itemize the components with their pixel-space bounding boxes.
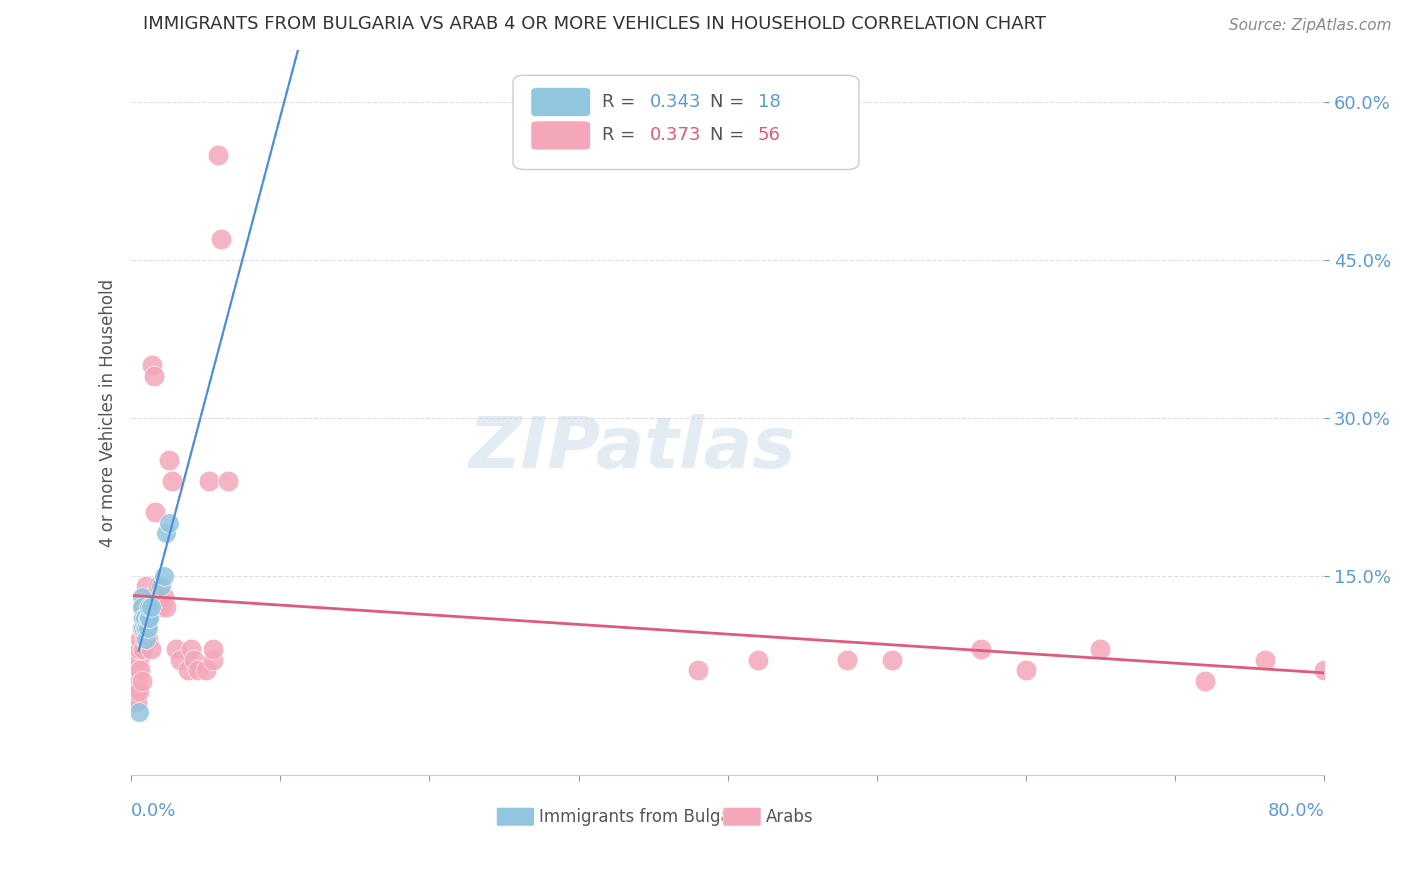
Point: [138, 610, 160, 624]
FancyBboxPatch shape: [513, 75, 859, 169]
Point: [136, 621, 159, 635]
Text: Source: ZipAtlas.com: Source: ZipAtlas.com: [1229, 18, 1392, 33]
Point: [128, 684, 150, 698]
Point: [1194, 673, 1216, 688]
Point: [127, 673, 149, 688]
Point: [1015, 663, 1038, 677]
Point: [136, 610, 159, 624]
Point: [217, 474, 239, 488]
Point: [1253, 653, 1275, 667]
Point: [880, 653, 903, 667]
Point: [686, 663, 709, 677]
Point: [132, 610, 155, 624]
Point: [139, 642, 162, 657]
Point: [136, 632, 159, 646]
Point: [160, 474, 183, 488]
Text: 80.0%: 80.0%: [1267, 802, 1324, 820]
Point: [143, 506, 166, 520]
Text: 0.0%: 0.0%: [131, 802, 177, 820]
Point: [125, 684, 148, 698]
Point: [207, 148, 229, 162]
Point: [128, 642, 150, 657]
Point: [134, 632, 156, 646]
Point: [128, 705, 150, 719]
Point: [139, 600, 162, 615]
Point: [132, 600, 155, 615]
Text: 0.373: 0.373: [650, 127, 702, 145]
Point: [134, 590, 156, 604]
Point: [131, 600, 153, 615]
Point: [142, 368, 165, 383]
Point: [146, 579, 169, 593]
Text: Immigrants from Bulgaria: Immigrants from Bulgaria: [540, 807, 752, 826]
Point: [747, 653, 769, 667]
Point: [127, 695, 149, 709]
Point: [132, 610, 155, 624]
Point: [187, 663, 209, 677]
Point: [153, 568, 176, 582]
Point: [131, 590, 153, 604]
Point: [1090, 642, 1112, 657]
Text: ZIPatlas: ZIPatlas: [468, 415, 796, 483]
Point: [183, 653, 205, 667]
Point: [180, 642, 202, 657]
Point: [150, 579, 173, 593]
Point: [134, 610, 156, 624]
Point: [132, 621, 155, 635]
Point: [128, 653, 150, 667]
Point: [139, 590, 162, 604]
Point: [1313, 663, 1336, 677]
Point: [169, 653, 191, 667]
Point: [134, 621, 156, 635]
Point: [125, 663, 148, 677]
Point: [153, 590, 176, 604]
Point: [129, 632, 152, 646]
Point: [122, 695, 145, 709]
Point: [202, 642, 225, 657]
Text: 56: 56: [758, 127, 780, 145]
FancyBboxPatch shape: [531, 121, 591, 150]
Point: [202, 653, 225, 667]
Point: [135, 621, 157, 635]
Point: [155, 526, 177, 541]
Text: N =: N =: [710, 127, 749, 145]
FancyBboxPatch shape: [723, 807, 761, 826]
Point: [131, 673, 153, 688]
Point: [135, 632, 157, 646]
Text: R =: R =: [602, 127, 641, 145]
Point: [129, 663, 152, 677]
Point: [135, 579, 157, 593]
Text: 0.343: 0.343: [650, 93, 702, 112]
Point: [138, 610, 160, 624]
Text: IMMIGRANTS FROM BULGARIA VS ARAB 4 OR MORE VEHICLES IN HOUSEHOLD CORRELATION CHA: IMMIGRANTS FROM BULGARIA VS ARAB 4 OR MO…: [143, 15, 1046, 33]
FancyBboxPatch shape: [531, 87, 591, 117]
Point: [197, 474, 219, 488]
Point: [135, 621, 157, 635]
Point: [177, 663, 200, 677]
Point: [209, 232, 232, 246]
Point: [131, 621, 153, 635]
Point: [157, 516, 180, 530]
Point: [165, 642, 187, 657]
Text: 18: 18: [758, 93, 780, 112]
Point: [136, 600, 159, 615]
Point: [970, 642, 993, 657]
FancyBboxPatch shape: [496, 807, 534, 826]
Text: R =: R =: [602, 93, 641, 112]
Text: Arabs: Arabs: [766, 807, 814, 826]
Point: [155, 600, 177, 615]
Point: [141, 358, 163, 372]
Point: [138, 600, 160, 615]
Point: [132, 642, 155, 657]
Y-axis label: 4 or more Vehicles in Household: 4 or more Vehicles in Household: [100, 278, 117, 547]
Point: [194, 663, 217, 677]
Text: N =: N =: [710, 93, 749, 112]
Point: [835, 653, 858, 667]
Point: [150, 600, 173, 615]
Point: [157, 453, 180, 467]
